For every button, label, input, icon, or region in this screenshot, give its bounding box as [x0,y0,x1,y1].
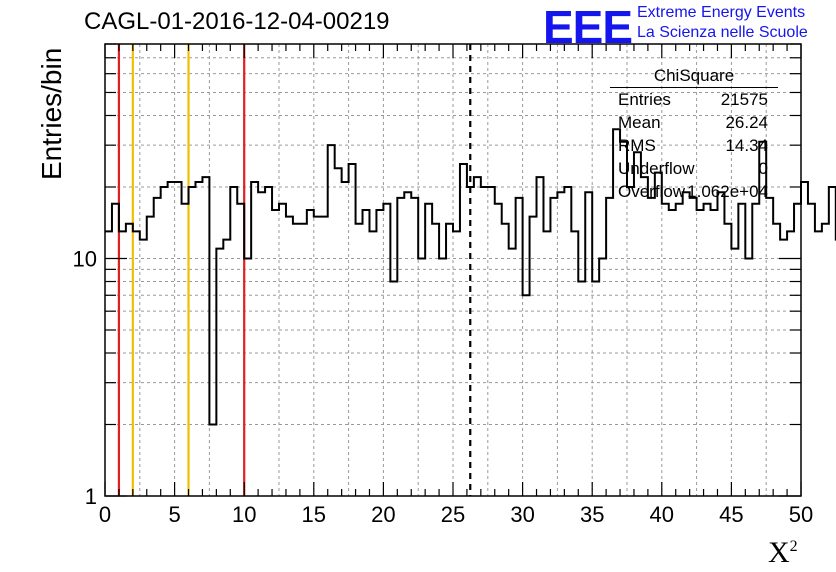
logo-line-2: La Scienza nelle Scuole [637,24,808,41]
x-tick-label: 0 [99,502,111,527]
stats-row-overflow: Overflow 1.062e+04 [618,182,768,201]
x-tick-label: 30 [510,502,534,527]
x-tick-label: 40 [650,502,674,527]
stats-row-mean: Mean 26.24 [618,113,768,132]
stats-row-entries: Entries 21575 [618,90,768,109]
x-tick-label: 50 [789,502,813,527]
x-tick-label: 10 [232,502,256,527]
axis-ticks [104,43,802,497]
x-axis-label: X2 [768,536,798,569]
x-tick-label: 15 [302,502,326,527]
y-tick-label: 1 [85,484,97,509]
stats-row-underflow: Underflow 0 [618,159,768,178]
stats-box-title: ChiSquare [610,66,778,88]
stats-box: ChiSquare Entries 21575 Mean 26.24 RMS 14.3… [610,66,778,205]
logo-mark: EEE [543,1,633,53]
x-tick-label: 25 [441,502,465,527]
x-tick-label: 45 [719,502,743,527]
x-tick-label: 20 [371,502,395,527]
chart-title: CAGL-01-2016-12-04-00219 [84,8,390,35]
x-tick-label: 35 [580,502,604,527]
reference-lines [117,44,472,496]
x-tick-label: 5 [168,502,180,527]
y-tick-label: 10 [73,246,97,271]
logo-line-1: Extreme Energy Events [637,4,806,21]
y-axis-label: Entries/bin [36,47,67,180]
histogram-series [105,128,836,426]
tick-labels: 0 5 10 15 20 25 30 35 40 45 50 1 10 [73,246,814,527]
stats-row-rms: RMS 14.34 [618,136,768,155]
